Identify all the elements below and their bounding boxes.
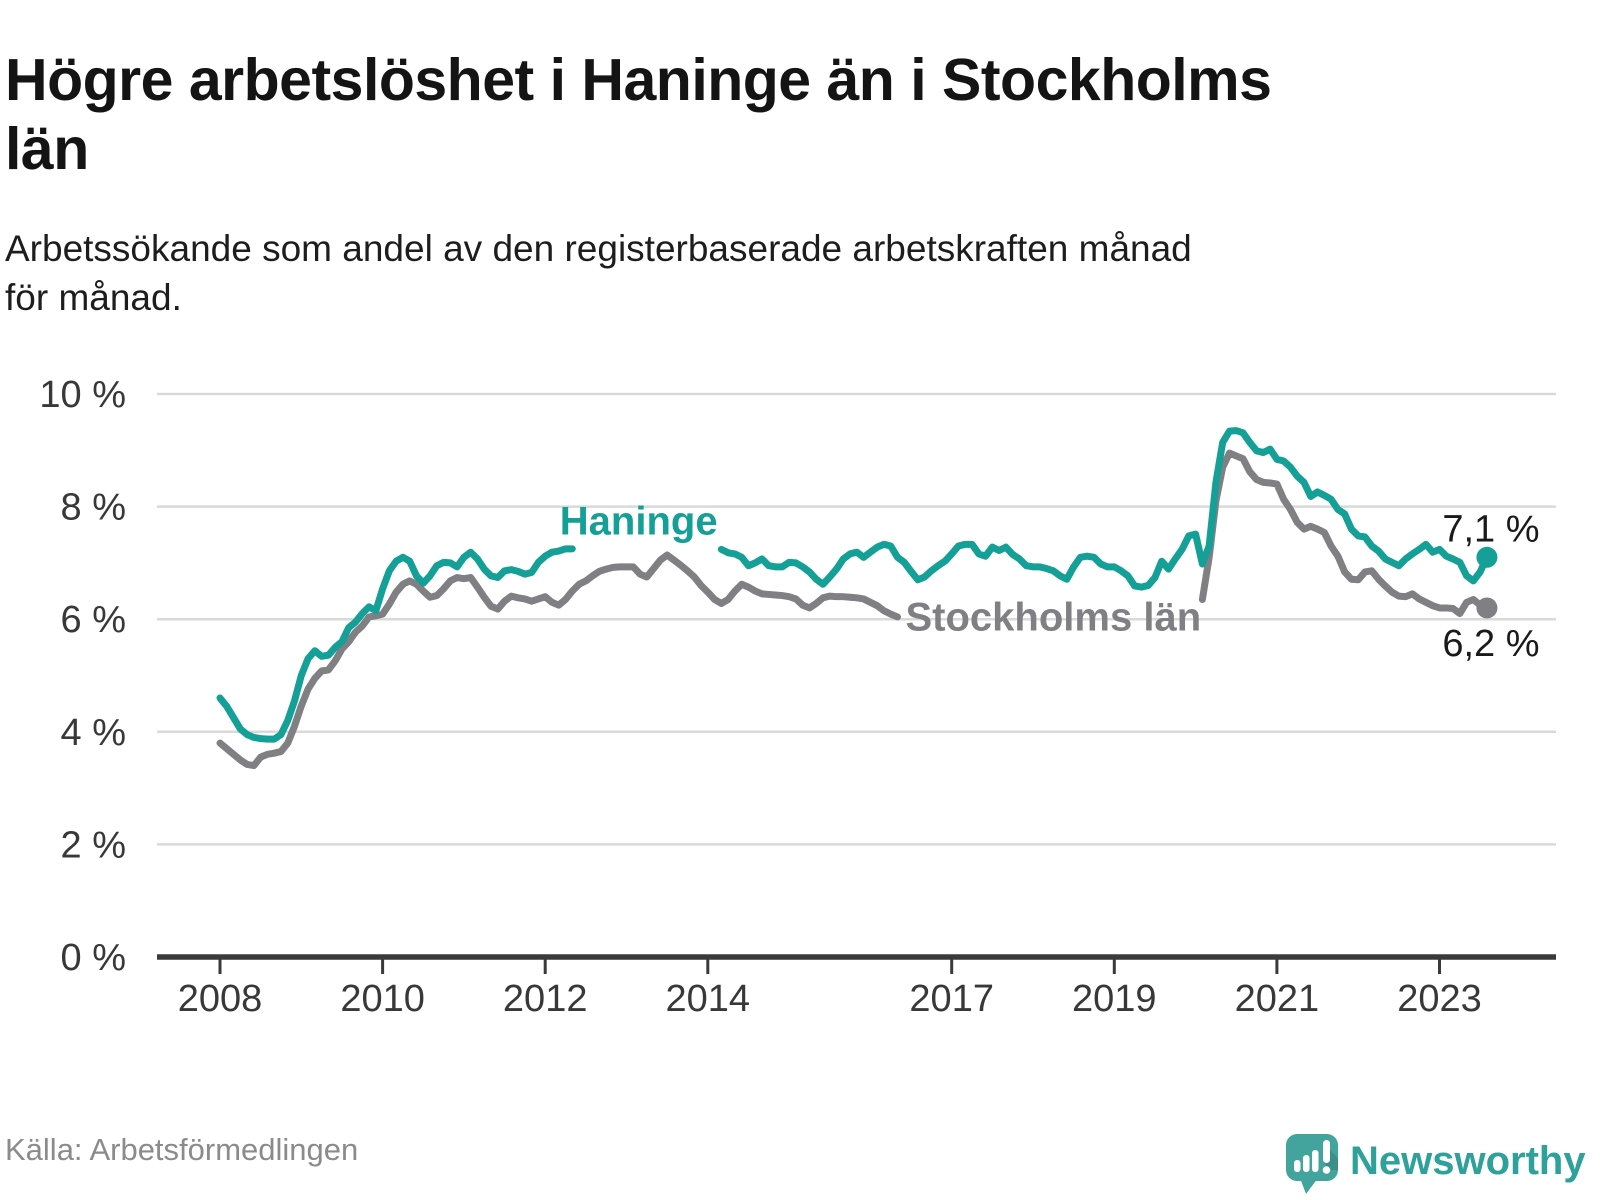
end-value-label-stockholms-l-n: 6,2 % <box>1442 623 1539 665</box>
newsworthy-logo-icon <box>1286 1134 1338 1194</box>
page-title: Högre arbetslöshet i Haninge än i Stockh… <box>5 46 1272 183</box>
y-tick-label: 10 % <box>39 374 126 416</box>
end-value-label-haninge: 7,1 % <box>1442 508 1539 550</box>
speech-bubble-tail <box>1300 1178 1318 1194</box>
newsworthy-logo: Newsworthy <box>1286 1134 1586 1194</box>
y-tick-label: 0 % <box>61 937 126 979</box>
logo-bar-medium <box>1303 1155 1310 1172</box>
y-tick-label: 2 % <box>61 824 126 866</box>
series-label-stockholms-l-n: Stockholms län <box>906 595 1202 639</box>
x-tick-label: 2010 <box>340 978 425 1020</box>
y-tick-label: 8 % <box>61 487 126 529</box>
series-line-haninge <box>216 545 576 743</box>
unemployment-line-chart: 0 % 2 % 4 % 6 % 8 % 10 % 2008 2010 2012 2014 2017 2… <box>39 374 1556 1020</box>
x-tick-label: 2017 <box>909 978 994 1020</box>
x-tick-label: 2014 <box>666 978 751 1020</box>
logo-exclamation-bar <box>1323 1140 1330 1163</box>
brand-name: Newsworthy <box>1350 1139 1586 1183</box>
x-tick-label: 2012 <box>503 978 588 1020</box>
y-tick-label: 4 % <box>61 712 126 754</box>
series-label-haninge: Haninge <box>560 500 718 544</box>
logo-exclamation-dot <box>1322 1166 1331 1174</box>
end-dot-haninge <box>1476 546 1498 568</box>
series-line-haninge <box>717 427 1491 591</box>
x-tick-label: 2021 <box>1235 978 1320 1020</box>
series-line-stockholms-l-n <box>216 551 901 770</box>
page-subtitle: Arbetssökande som andel av den registerb… <box>5 228 1192 318</box>
x-tick-label: 2019 <box>1072 978 1157 1020</box>
series-line-stockholms-l-n <box>1198 449 1491 618</box>
y-tick-label: 6 % <box>61 599 126 641</box>
source-note: Källa: Arbetsförmedlingen <box>5 1132 359 1167</box>
logo-bar-large <box>1312 1150 1319 1172</box>
end-dot-stockholms-l-n <box>1476 597 1498 619</box>
x-tick-label: 2023 <box>1397 978 1482 1020</box>
x-tick-label: 2008 <box>178 978 263 1020</box>
logo-bar-small <box>1294 1160 1301 1172</box>
